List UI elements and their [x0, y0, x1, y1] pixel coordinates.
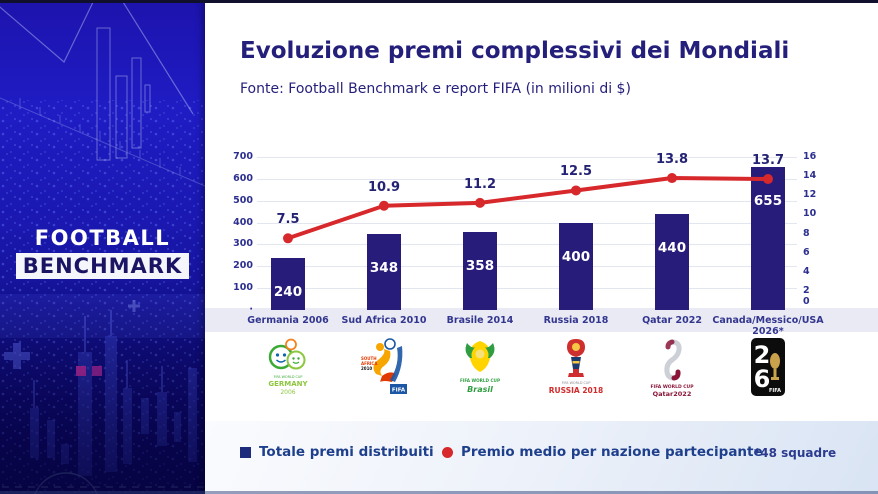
logo-text: RUSSIA 2018: [549, 386, 603, 395]
logo-text: FIFA WORLD CUP: [274, 375, 303, 379]
category-label: Canada/Messico/USA 2026*: [712, 315, 824, 337]
gridline: [257, 178, 797, 180]
combo-chart: 700 600 500 400 300 200 100 · 16 14 12 10 8 6 4 2 0 240 34…: [205, 0, 878, 494]
logo-text: FIFA: [392, 388, 406, 394]
logo-text: FIFA WORLD CUP: [650, 384, 694, 390]
right-axis-tick: 14: [803, 170, 817, 182]
logo-text: Brasil: [467, 385, 493, 394]
left-axis-tick: 100: [233, 282, 253, 294]
left-axis-tick: ·: [249, 304, 253, 315]
left-axis-tick: 200: [233, 260, 253, 272]
left-axis-tick: 300: [233, 238, 253, 250]
logo-text: 2010: [361, 366, 372, 371]
bar-chart-line-art-icon: [96, 27, 151, 161]
logo-sud-africa-2010-icon: SOUTH AFRICA 2010 FIFA: [361, 338, 407, 394]
category-label: Germania 2006: [247, 315, 329, 326]
line-value-label: 13.7: [751, 152, 785, 168]
bar-value-label: 358: [465, 257, 495, 274]
left-axis-tick: 400: [233, 216, 253, 228]
category-label: Sud Africa 2010: [341, 315, 427, 326]
line-point: [283, 233, 293, 244]
bar-series-swatch-icon: [240, 446, 251, 458]
footnote-48-squadre: *48 squadre: [754, 446, 837, 460]
bar-value-label: 400: [561, 248, 591, 265]
category-label: Qatar 2022: [642, 315, 702, 326]
legend-line-label: Premio medio per nazione partecipante: [461, 444, 763, 460]
line-value-label: 7.5: [276, 212, 300, 228]
bar-value-label: 348: [369, 259, 399, 276]
legend-bar-label: Totale premi distribuiti: [259, 444, 434, 460]
logo-russia-2018-icon: FIFA WORLD CUP RUSSIA 2018: [549, 339, 603, 395]
bar-1: 348: [367, 233, 401, 310]
logo-brasile-2014-icon: FIFA WORLD CUP Brasil: [460, 341, 500, 394]
gridline: [257, 266, 797, 268]
gridline: [257, 288, 797, 290]
logo-text: 6: [754, 365, 771, 393]
bar-value-label: 655: [753, 192, 783, 209]
logo-text: GERMANY: [268, 380, 308, 388]
right-axis-tick: 16: [803, 151, 817, 162]
line-point: [379, 200, 389, 211]
bar-value-label: 240: [273, 283, 303, 300]
category-label: Russia 2018: [543, 315, 609, 326]
logo-text: FIFA: [769, 388, 781, 394]
logo-canada-messico-usa-2026-icon: 2 6 FIFA: [751, 338, 785, 396]
bar-0: 240: [271, 257, 305, 310]
right-axis-tick: 8: [803, 227, 810, 239]
logo-text: Qatar2022: [653, 390, 692, 398]
page-title: Evoluzione premi complessivi dei Mondial…: [240, 38, 790, 64]
page-subtitle: Fonte: Football Benchmark e report FIFA …: [240, 81, 631, 97]
line-value-label: 11.2: [463, 176, 497, 192]
fence-line-art: [0, 97, 205, 187]
category-axis-band: [205, 308, 878, 332]
logo-text: SOUTH: [361, 356, 377, 361]
brand-line-1: FOOTBALL: [34, 226, 171, 250]
category-label: Brasile 2014: [446, 315, 514, 326]
line-series-swatch-icon: [442, 446, 453, 458]
right-axis-tick: 2: [803, 284, 810, 296]
legend-band: [205, 421, 878, 494]
logo-text: AFRICA: [361, 361, 378, 366]
gridline: [257, 200, 797, 202]
gridline: [257, 222, 797, 224]
logo-text: 2006: [280, 389, 295, 396]
bar-5: 655: [751, 166, 785, 310]
line-value-label: 13.8: [655, 152, 689, 168]
right-axis-tick: 4: [803, 265, 810, 277]
left-axis-tick: 600: [233, 172, 253, 184]
bar-4: 440: [655, 213, 689, 310]
logo-qatar-2022-icon: FIFA WORLD CUP Qatar2022: [650, 339, 694, 398]
sidebar: FOOTBALL BENCHMARK: [0, 0, 205, 494]
right-axis-tick: 0: [803, 296, 810, 307]
bar-3: 400: [559, 222, 593, 310]
logo-germania-2006-icon: FIFA WORLD CUP GERMANY 2006: [268, 338, 309, 396]
line-value-label: 10.9: [367, 179, 401, 195]
gridline: [257, 157, 797, 158]
right-axis-tick: 6: [803, 246, 810, 258]
legend-item-bars: Totale premi distribuiti: [240, 444, 434, 460]
left-axis-tick: 700: [233, 151, 253, 162]
legend-item-line: Premio medio per nazione partecipante: [442, 444, 763, 460]
bottom-shade: [0, 280, 205, 494]
right-axis-tick: 12: [803, 189, 817, 201]
bar-value-label: 440: [657, 239, 687, 256]
logo-text: FIFA WORLD CUP: [460, 378, 500, 383]
brand-line-2: BENCHMARK: [15, 253, 190, 279]
logo-text: FIFA WORLD CUP: [562, 381, 591, 385]
sidebar-decoration: [0, 0, 205, 494]
content-card: Evoluzione premi complessivi dei Mondial…: [205, 0, 878, 494]
right-axis-tick: 10: [803, 208, 817, 220]
bar-2: 358: [463, 231, 497, 310]
line-point: [475, 197, 485, 208]
line-value-label: 12.5: [559, 164, 593, 180]
bottom-edge-strip: [0, 491, 878, 494]
gridline: [257, 244, 797, 246]
zigzag-line-art-icon: [0, 0, 194, 115]
line-point: [571, 185, 581, 196]
logo-text: 2: [754, 341, 771, 369]
top-edge-strip: [0, 0, 878, 3]
left-axis-tick: 500: [233, 194, 253, 206]
football-benchmark-logo: FOOTBALL BENCHMARK: [0, 226, 205, 279]
